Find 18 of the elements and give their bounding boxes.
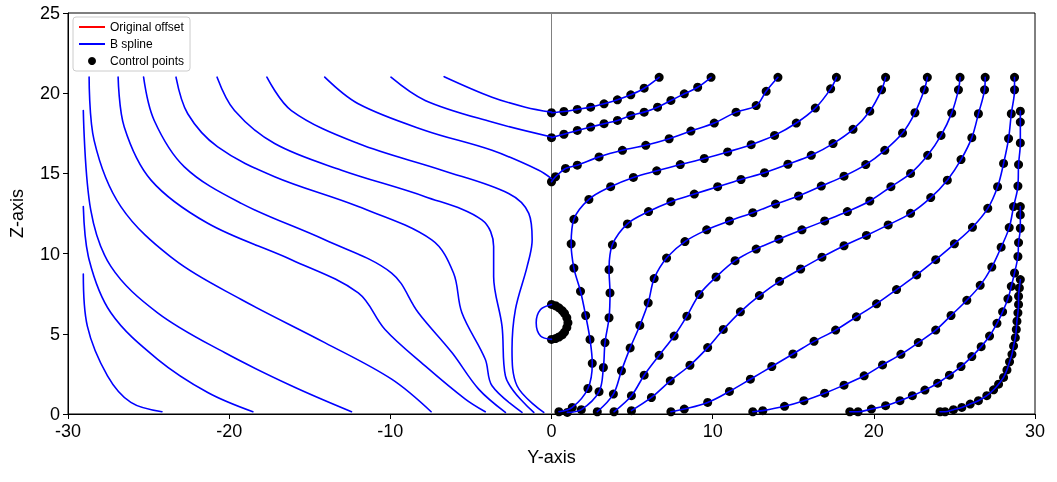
y-tick-label: 25 xyxy=(39,3,60,23)
y-tick-label: 5 xyxy=(49,323,60,344)
legend-label: B spline xyxy=(110,37,154,51)
x-tick-label: 10 xyxy=(702,421,723,441)
legend-label: Control points xyxy=(110,54,185,68)
x-tick-label: 0 xyxy=(546,421,557,441)
x-tick-label: 30 xyxy=(1024,421,1046,441)
y-tick-label: 15 xyxy=(39,163,60,184)
x-tick-label: -30 xyxy=(54,421,82,441)
x-tick-label: -10 xyxy=(377,421,404,441)
y-tick-label: 20 xyxy=(39,83,60,104)
legend-label: Original offset xyxy=(110,20,185,34)
x-axis-title: Y-axis xyxy=(527,447,576,467)
y-tick-label: 10 xyxy=(39,243,60,264)
x-tick-label: -20 xyxy=(216,421,243,441)
y-tick-label: 0 xyxy=(49,404,60,424)
y-axis-title: Z-axis xyxy=(7,189,27,238)
x-tick-label: 20 xyxy=(863,421,884,441)
